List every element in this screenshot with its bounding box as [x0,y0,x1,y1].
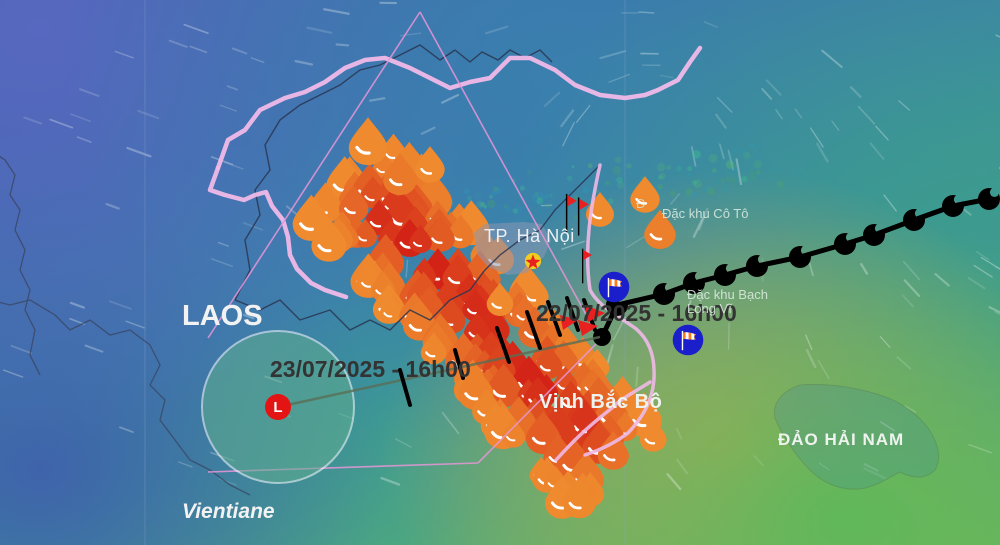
svg-text:L: L [273,399,282,416]
